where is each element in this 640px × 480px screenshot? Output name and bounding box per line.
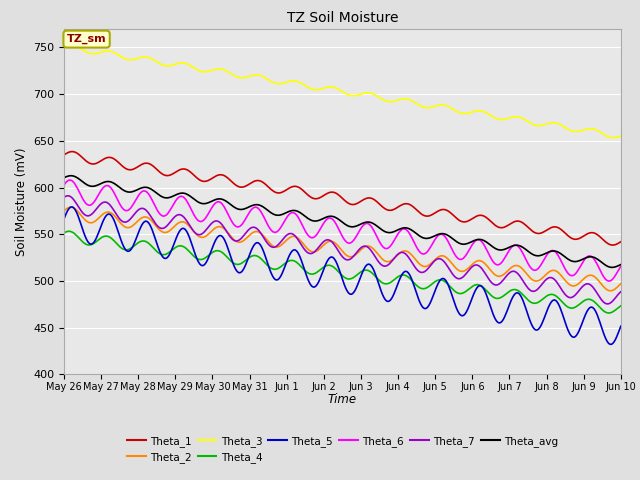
Line: Theta_3: Theta_3 [64, 45, 621, 138]
Theta_3 [234, 74, 242, 80]
Line: Theta_avg: Theta_avg [64, 176, 621, 267]
Theta_2 [67, 204, 75, 210]
Theta_3 [609, 135, 616, 141]
Theta_7 [63, 193, 71, 199]
Theta_4 [617, 303, 625, 309]
Theta_5 [68, 204, 76, 210]
Theta_6 [605, 278, 613, 284]
Line: Theta_4: Theta_4 [64, 231, 621, 313]
Theta_avg [609, 264, 616, 270]
Theta_2 [617, 281, 625, 287]
Theta_3 [373, 93, 381, 99]
Theta_6 [470, 239, 478, 245]
Theta_1 [399, 201, 407, 207]
Theta_3 [296, 80, 304, 85]
Theta_3 [470, 108, 478, 114]
Theta_7 [60, 194, 68, 200]
Theta_5 [567, 333, 575, 338]
Theta_7 [296, 240, 304, 245]
Theta_1 [234, 184, 242, 190]
Theta_5 [470, 290, 478, 296]
Theta_avg [60, 175, 68, 180]
Theta_7 [604, 301, 612, 307]
Theta_7 [373, 256, 381, 262]
Theta_3 [399, 96, 407, 102]
Line: Theta_5: Theta_5 [64, 207, 621, 344]
Theta_6 [296, 217, 304, 223]
Theta_2 [399, 248, 407, 254]
Theta_avg [567, 258, 575, 264]
Theta_5 [399, 270, 407, 276]
Theta_4 [373, 275, 381, 281]
Theta_3 [67, 42, 75, 48]
Theta_7 [567, 295, 575, 300]
Theta_5 [607, 341, 614, 347]
Theta_6 [399, 226, 407, 232]
Theta_6 [66, 177, 74, 183]
Theta_4 [605, 310, 613, 316]
Theta_6 [373, 233, 381, 239]
Theta_2 [607, 288, 614, 294]
Theta_4 [470, 282, 478, 288]
Theta_avg [67, 173, 75, 179]
Theta_6 [60, 182, 68, 188]
Theta_1 [470, 215, 478, 220]
Theta_1 [617, 239, 625, 245]
Theta_avg [296, 210, 304, 216]
Theta_2 [470, 260, 478, 265]
Theta_1 [296, 185, 304, 191]
Theta_1 [60, 152, 68, 158]
Text: TZ_sm: TZ_sm [67, 34, 106, 44]
Theta_5 [296, 254, 304, 260]
Theta_4 [60, 230, 68, 236]
Theta_avg [470, 238, 478, 243]
Theta_2 [373, 250, 381, 255]
Theta_avg [617, 262, 625, 267]
Theta_1 [609, 242, 616, 248]
Line: Theta_2: Theta_2 [64, 207, 621, 291]
Theta_avg [373, 223, 381, 228]
Theta_5 [617, 324, 625, 329]
Theta_5 [234, 270, 242, 276]
Theta_1 [68, 149, 76, 155]
Theta_avg [234, 206, 242, 212]
Title: TZ Soil Moisture: TZ Soil Moisture [287, 11, 398, 25]
Theta_4 [234, 262, 242, 267]
Theta_7 [470, 263, 478, 268]
Theta_7 [399, 250, 407, 255]
Theta_3 [617, 133, 625, 139]
Theta_2 [567, 282, 575, 288]
Theta_5 [373, 275, 381, 281]
Legend: Theta_1, Theta_2, Theta_3, Theta_4, Theta_5, Theta_6, Theta_7, Theta_avg: Theta_1, Theta_2, Theta_3, Theta_4, Thet… [123, 432, 562, 467]
Theta_avg [399, 225, 407, 231]
Theta_2 [296, 237, 304, 243]
X-axis label: Time: Time [328, 394, 357, 407]
Theta_6 [234, 224, 242, 230]
Theta_7 [617, 289, 625, 295]
Theta_3 [567, 128, 575, 133]
Theta_1 [373, 199, 381, 204]
Theta_4 [567, 305, 575, 311]
Line: Theta_6: Theta_6 [64, 180, 621, 281]
Line: Theta_7: Theta_7 [64, 196, 621, 304]
Line: Theta_1: Theta_1 [64, 152, 621, 245]
Theta_6 [617, 264, 625, 269]
Theta_4 [65, 228, 72, 234]
Theta_4 [399, 272, 407, 278]
Theta_6 [567, 273, 575, 278]
Theta_3 [60, 43, 68, 49]
Theta_4 [296, 263, 304, 268]
Theta_7 [234, 238, 242, 243]
Theta_1 [567, 235, 575, 240]
Y-axis label: Soil Moisture (mV): Soil Moisture (mV) [15, 147, 28, 256]
Theta_5 [60, 216, 68, 222]
Theta_2 [60, 208, 68, 214]
Theta_2 [234, 239, 242, 245]
